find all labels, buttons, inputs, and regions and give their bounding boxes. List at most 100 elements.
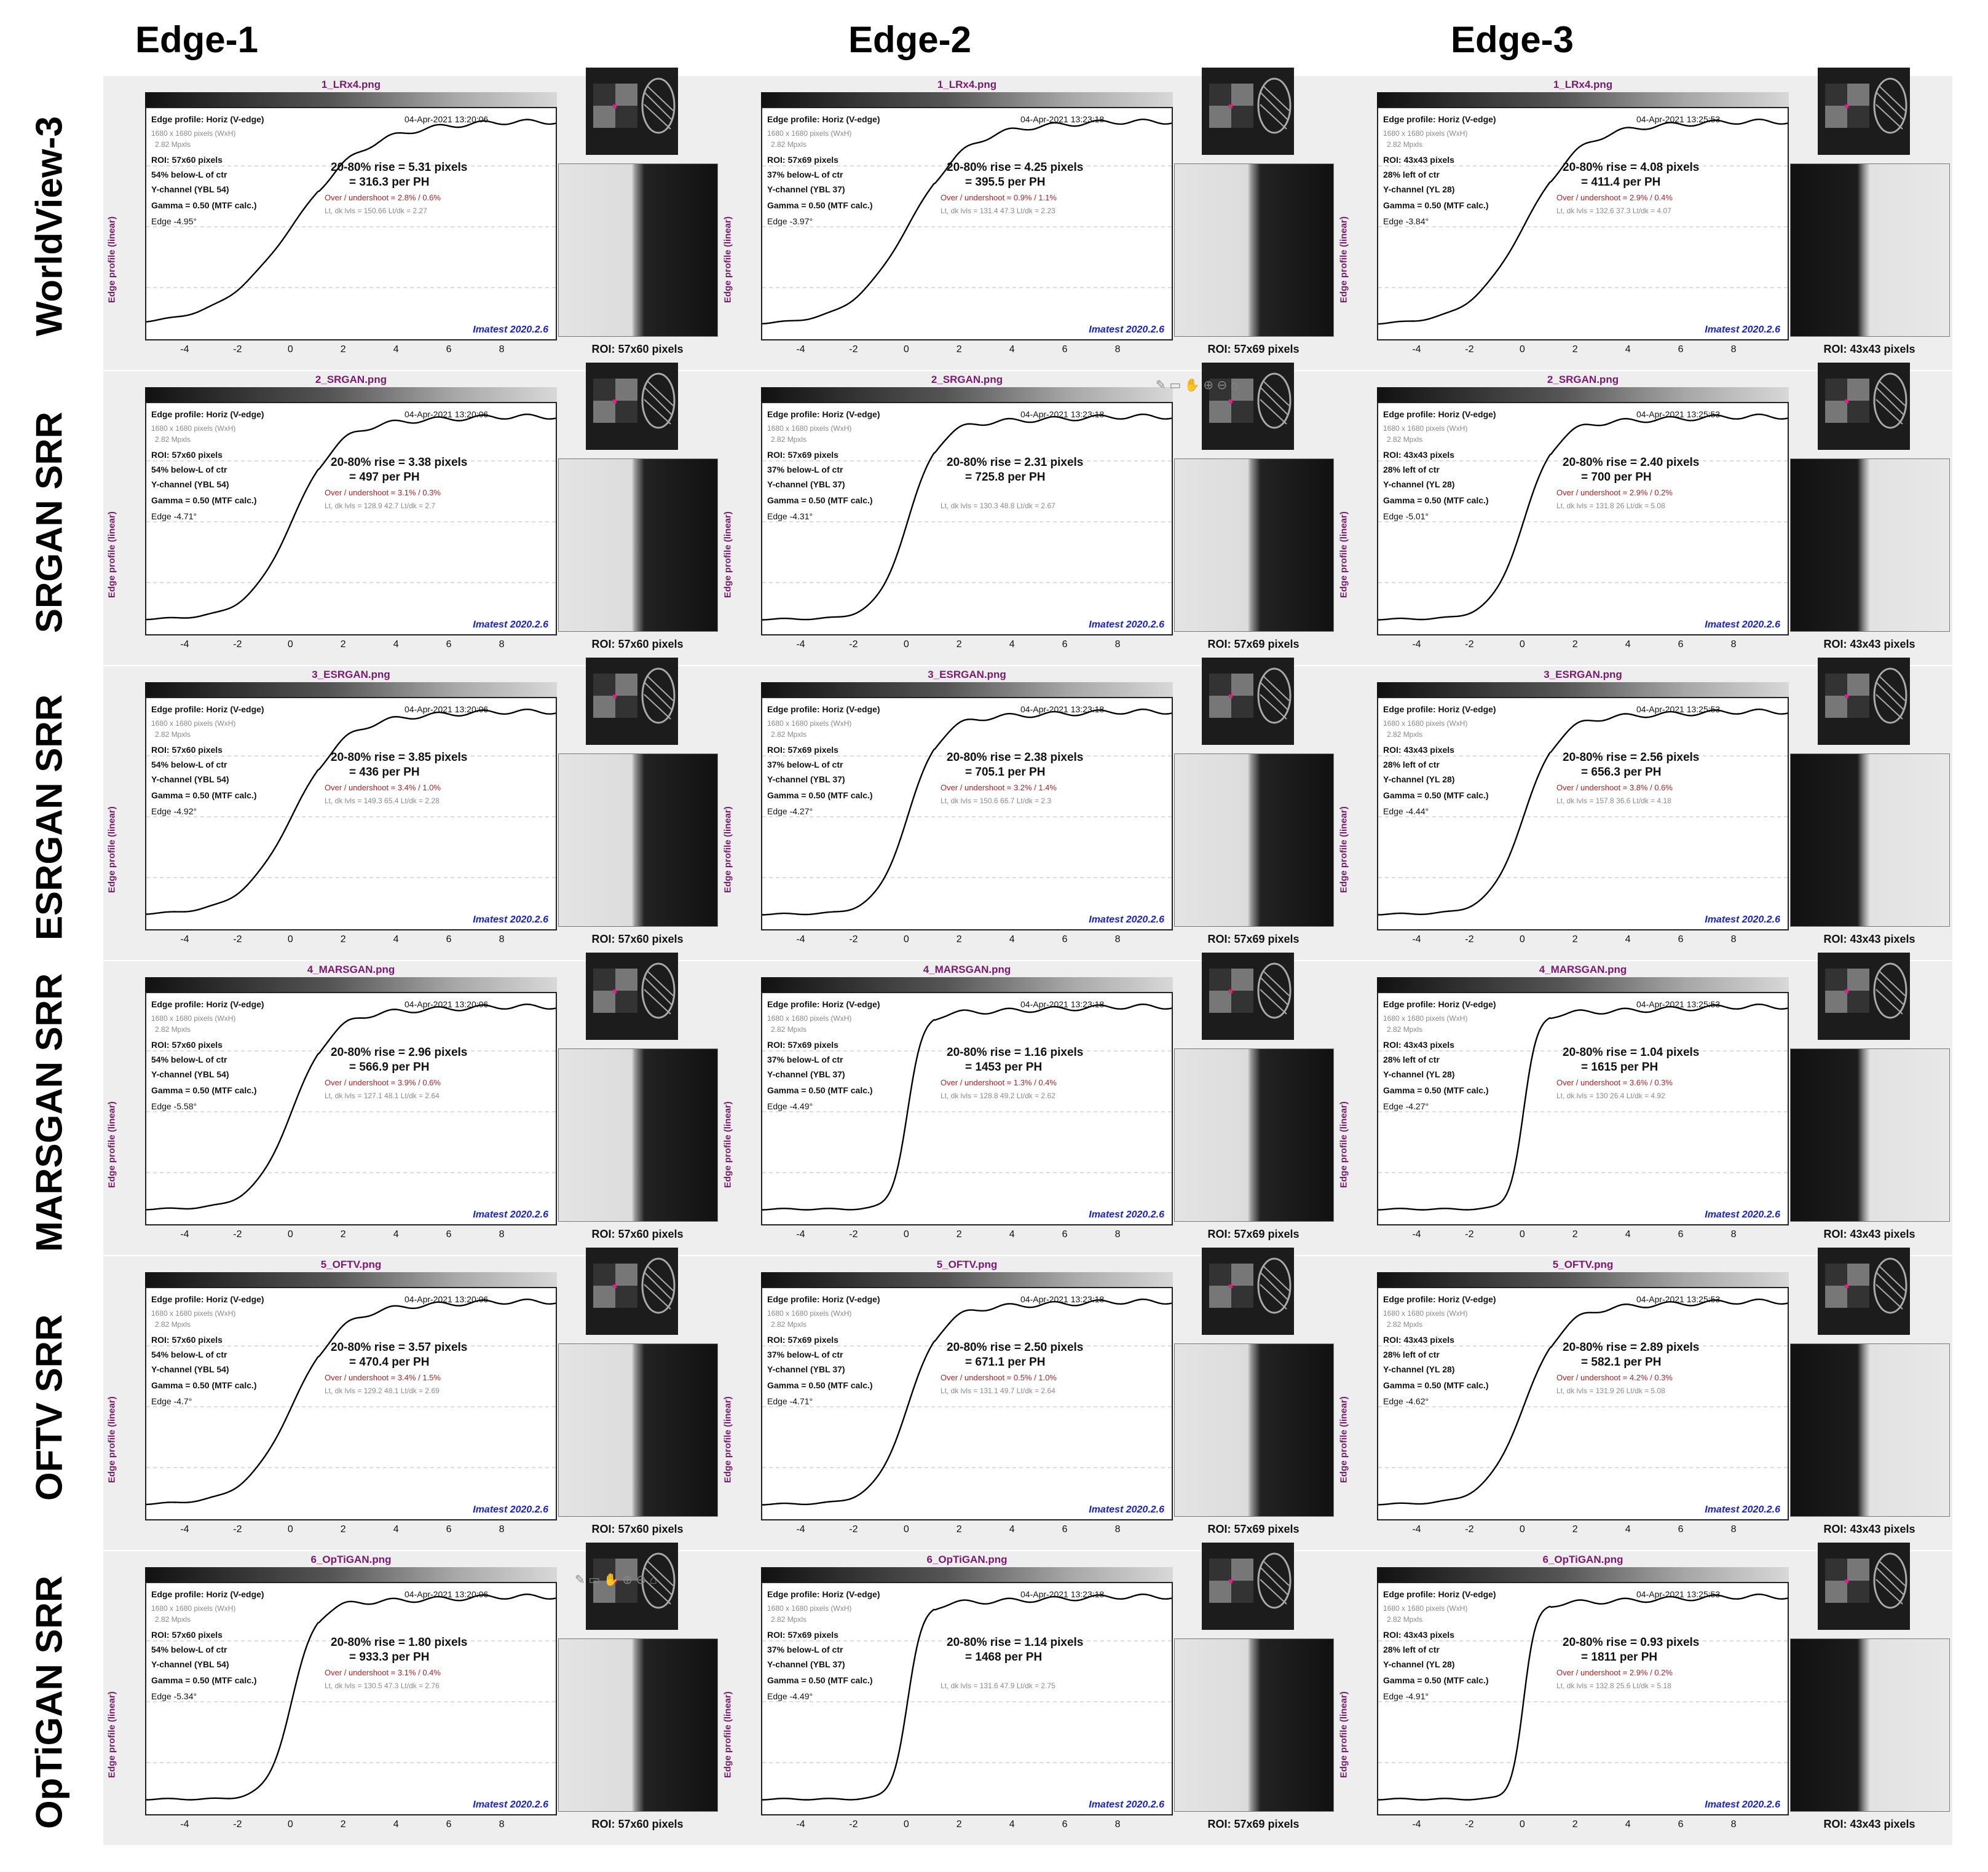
edge-profile-curve bbox=[1378, 413, 1788, 621]
x-tick-label: -4 bbox=[1412, 344, 1421, 355]
x-tick-label: 6 bbox=[446, 1524, 452, 1535]
x-tick-label: 2 bbox=[340, 1819, 346, 1830]
overshoot: Over / undershoot = 3.6% / 0.3% bbox=[1556, 1078, 1673, 1087]
x-tick-label: 8 bbox=[1730, 934, 1737, 945]
imatest-version: Imatest 2020.2.6 bbox=[1089, 1799, 1164, 1810]
light-dark-levels: Lt, dk lvls = 150.6 66.7 Lt/dk = 2.3 bbox=[941, 796, 1052, 805]
timestamp: 04-Apr-2021 13:20:06 bbox=[404, 1589, 489, 1599]
x-tick-label: -4 bbox=[796, 1229, 805, 1240]
roi-image bbox=[1174, 458, 1334, 632]
edge-profile-curve bbox=[762, 708, 1172, 916]
x-tick-label: 6 bbox=[1062, 1229, 1068, 1240]
x-tick-label: 4 bbox=[393, 1229, 399, 1240]
image-size: 1680 x 1680 pixels (WxH) bbox=[767, 1604, 852, 1613]
image-size: 1680 x 1680 pixels (WxH) bbox=[151, 1309, 236, 1318]
roi-label: ROI: 57x60 pixels bbox=[591, 1523, 684, 1535]
megapixels: 2.82 Mpxls bbox=[155, 435, 191, 444]
profile-line bbox=[1378, 708, 1788, 916]
roi-text: ROI: 57x69 pixels bbox=[767, 1630, 838, 1640]
scene-thumbnail bbox=[1818, 363, 1910, 450]
overshoot: Over / undershoot = 2.8% / 0.6% bbox=[325, 193, 441, 202]
edge-profile-panel: 2_SRGAN.png Edge profile (linear) Edge pro… bbox=[103, 363, 718, 665]
roi-label: ROI: 43x43 pixels bbox=[1823, 1523, 1915, 1535]
thumbnail-image bbox=[1818, 68, 1910, 155]
column-header: Edge-1 bbox=[135, 19, 259, 60]
roi-image bbox=[558, 753, 718, 927]
per-ph-value: = 316.3 per PH bbox=[349, 176, 430, 189]
channel: Y-channel (YBL 54) bbox=[151, 774, 229, 784]
roi-image bbox=[558, 1343, 718, 1517]
y-axis-label: Edge profile (linear) bbox=[1338, 1101, 1349, 1189]
roi-text: ROI: 43x43 pixels bbox=[1383, 1630, 1454, 1640]
edge-profile-panel: 3_ESRGAN.png Edge profile (linear) Edge pr… bbox=[1335, 658, 1950, 960]
profile-title: Edge profile: Horiz (V-edge) bbox=[1383, 999, 1496, 1009]
thumbnail-image bbox=[1202, 1248, 1294, 1335]
x-tick-label: -2 bbox=[1465, 639, 1474, 650]
rise-value: 20-80% rise = 3.85 pixels bbox=[331, 751, 468, 764]
figure-toolbar[interactable]: ✎ ▭ ✋ ⊕ ⊖ ⌂ bbox=[1156, 379, 1238, 392]
profile-line bbox=[146, 709, 556, 915]
x-tick-label: -4 bbox=[796, 1524, 805, 1535]
x-tick-label: -4 bbox=[796, 1819, 805, 1830]
roi-image bbox=[1790, 1048, 1950, 1222]
roi-image bbox=[1174, 1638, 1334, 1812]
rise-value: 20-80% rise = 0.93 pixels bbox=[1563, 1636, 1700, 1649]
x-tick-label: 0 bbox=[1519, 639, 1525, 650]
plot-area: Edge profile: Horiz (V-edge) 04-Apr-2021 … bbox=[145, 992, 557, 1225]
imatest-version: Imatest 2020.2.6 bbox=[1705, 619, 1780, 630]
row-header: OFTV SRR bbox=[28, 1314, 70, 1501]
per-ph-value: = 1811 per PH bbox=[1581, 1651, 1658, 1664]
imatest-version: Imatest 2020.2.6 bbox=[1705, 1504, 1780, 1515]
timestamp: 04-Apr-2021 13:23:18 bbox=[1020, 704, 1105, 714]
x-tick-label: 2 bbox=[1572, 1524, 1578, 1535]
x-tick-label: 0 bbox=[903, 1819, 909, 1830]
megapixels: 2.82 Mpxls bbox=[1387, 1615, 1423, 1624]
profile-title: Edge profile: Horiz (V-edge) bbox=[767, 999, 880, 1009]
scene-thumbnail bbox=[1202, 953, 1294, 1040]
light-dark-levels: Lt, dk lvls = 157.8 36.6 Lt/dk = 4.18 bbox=[1556, 796, 1671, 805]
x-tick-label: 6 bbox=[1062, 1524, 1068, 1535]
light-dark-levels: Lt, dk lvls = 132.8 25.6 Lt/dk = 5.18 bbox=[1556, 1681, 1671, 1690]
x-tick-label: 8 bbox=[499, 344, 505, 355]
imatest-version: Imatest 2020.2.6 bbox=[1705, 1799, 1780, 1810]
center-offset: 28% left of ctr bbox=[1383, 465, 1440, 474]
x-tick-label: -4 bbox=[1412, 639, 1421, 650]
timestamp: 04-Apr-2021 13:20:06 bbox=[404, 704, 489, 714]
x-tick-label: 0 bbox=[903, 639, 909, 650]
edge-profile-curve bbox=[762, 1298, 1172, 1506]
light-dark-levels: Lt, dk lvls = 131.9 26 Lt/dk = 5.08 bbox=[1556, 1386, 1665, 1395]
plot-area: Edge profile: Horiz (V-edge) 04-Apr-2021 … bbox=[1377, 402, 1789, 635]
figure-toolbar[interactable]: ✎ ▭ ✋ ⊕ ⊖ ⌂ bbox=[575, 1573, 657, 1587]
channel: Y-channel (YL 28) bbox=[1383, 1069, 1455, 1079]
timestamp: 04-Apr-2021 13:25:53 bbox=[1636, 1589, 1721, 1599]
per-ph-value: = 1468 per PH bbox=[965, 1651, 1043, 1664]
rise-value: 20-80% rise = 2.31 pixels bbox=[947, 456, 1084, 469]
edge-angle: Edge -4.27° bbox=[767, 806, 813, 816]
rise-value: 20-80% rise = 2.38 pixels bbox=[947, 751, 1084, 764]
megapixels: 2.82 Mpxls bbox=[1387, 140, 1423, 149]
scene-thumbnail bbox=[1818, 1543, 1910, 1630]
rise-value: 20-80% rise = 3.57 pixels bbox=[331, 1341, 468, 1354]
x-tick-label: 4 bbox=[1625, 1819, 1631, 1830]
x-tick-label: -4 bbox=[180, 934, 189, 945]
x-tick-label: 8 bbox=[1114, 934, 1121, 945]
x-tick-label: 2 bbox=[1572, 1819, 1578, 1830]
per-ph-value: = 671.1 per PH bbox=[965, 1356, 1046, 1369]
plot-area: Edge profile: Horiz (V-edge) 04-Apr-2021 … bbox=[145, 402, 557, 635]
megapixels: 2.82 Mpxls bbox=[155, 730, 191, 739]
profile-line bbox=[762, 1003, 1172, 1211]
edge-profile-curve bbox=[762, 1003, 1172, 1211]
thumbnail-image bbox=[1202, 363, 1294, 450]
scene-thumbnail bbox=[586, 1543, 678, 1630]
edge-profile-curve bbox=[146, 413, 556, 621]
y-axis-label: Edge profile (linear) bbox=[106, 1396, 117, 1484]
x-tick-label: 8 bbox=[1730, 639, 1737, 650]
x-tick-label: 2 bbox=[1572, 934, 1578, 945]
image-size: 1680 x 1680 pixels (WxH) bbox=[151, 1604, 236, 1613]
center-offset: 28% left of ctr bbox=[1383, 1645, 1440, 1654]
y-axis-label: Edge profile (linear) bbox=[106, 511, 117, 599]
channel: Y-channel (YBL 54) bbox=[151, 1069, 229, 1079]
x-tick-label: 2 bbox=[1572, 1229, 1578, 1240]
light-dark-levels: Lt, dk lvls = 129.2 48.1 Lt/dk = 2.69 bbox=[325, 1386, 440, 1395]
edge-profile-panel: 2_SRGAN.png Edge profile (linear) Edge pro… bbox=[1335, 363, 1950, 665]
